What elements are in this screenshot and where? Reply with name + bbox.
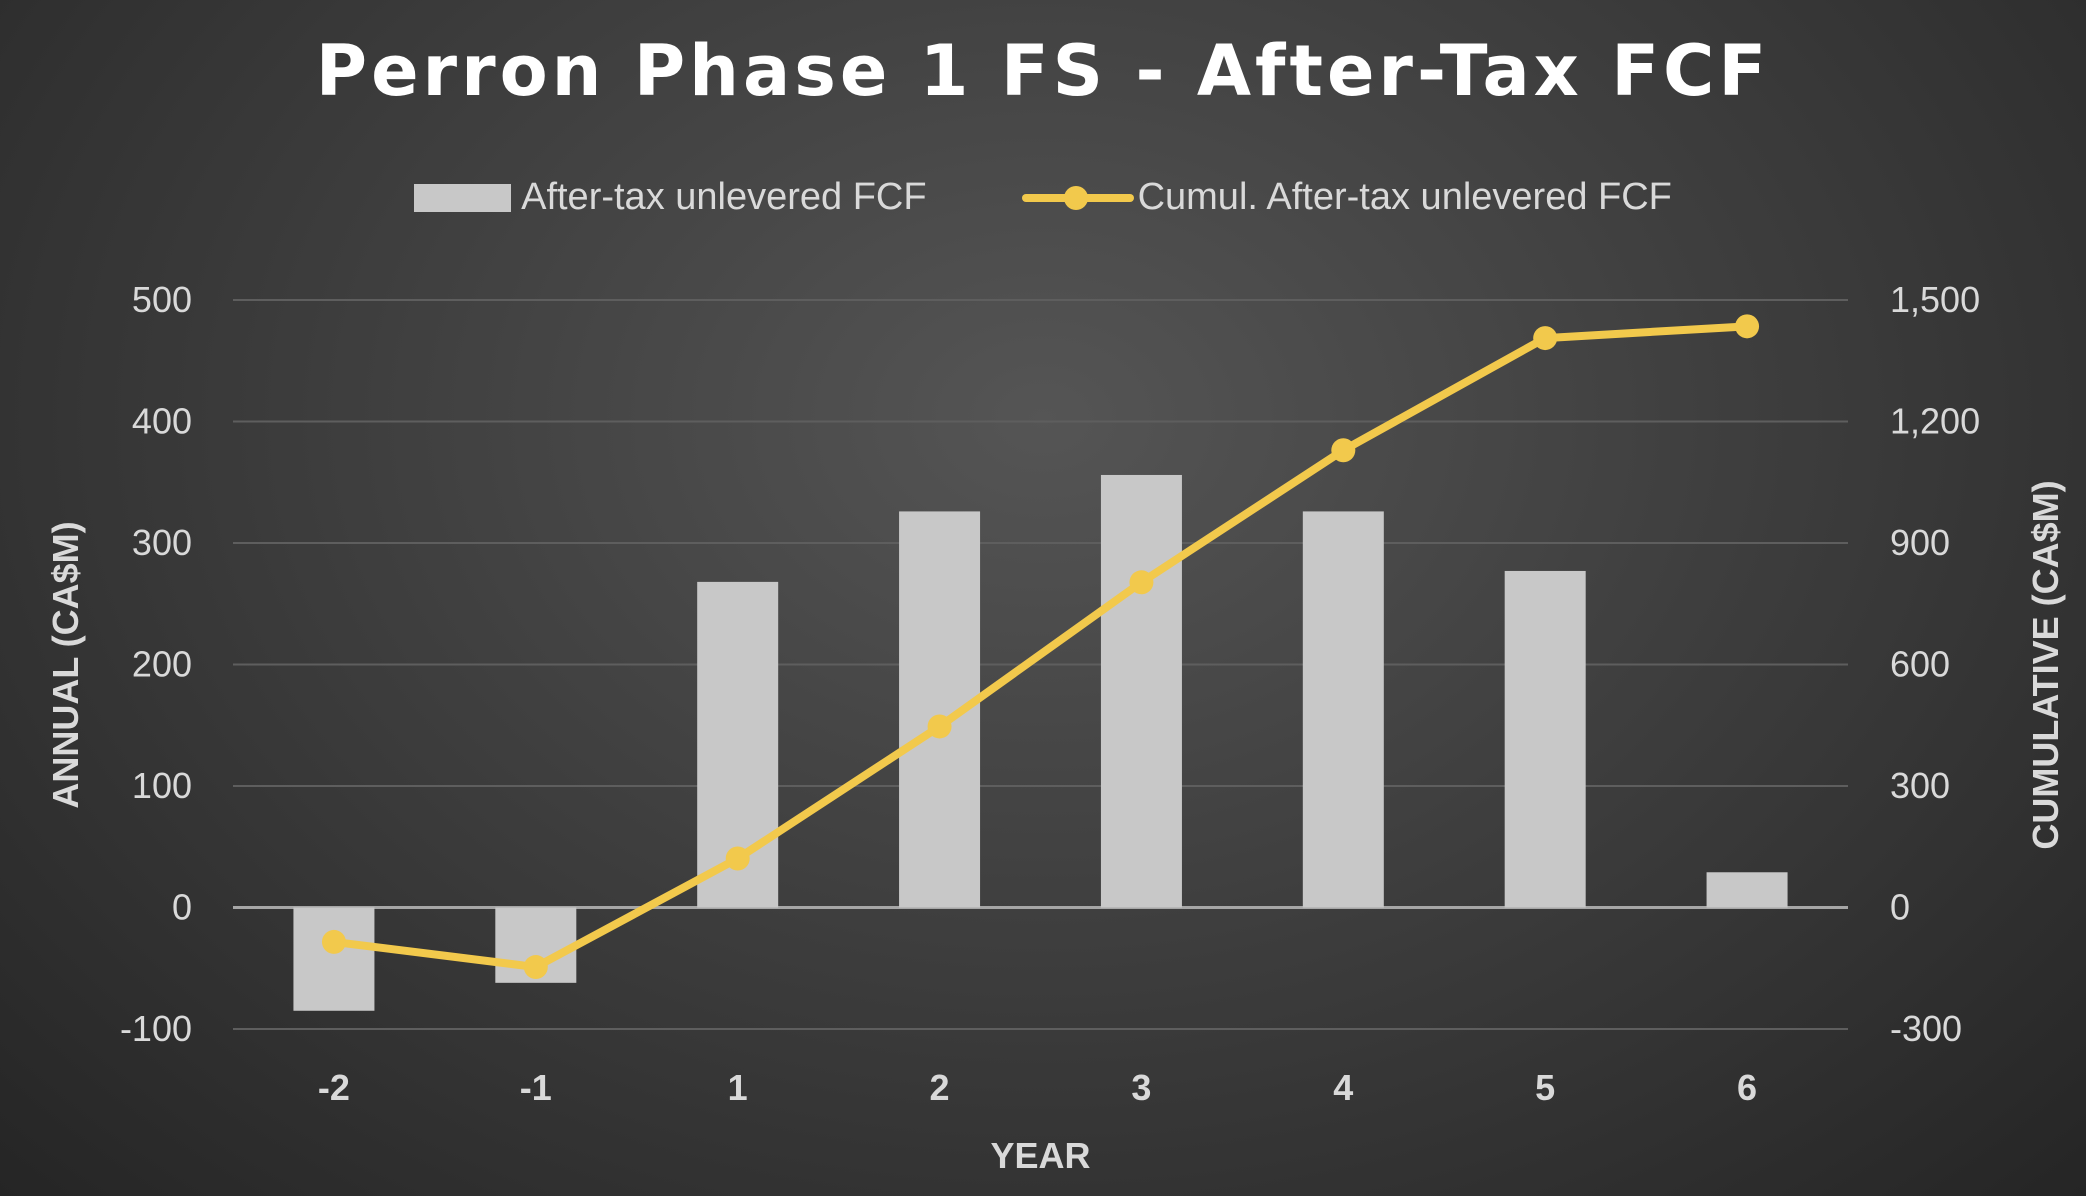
x-tick-label: 3 <box>1131 1067 1151 1108</box>
x-tick-label: -1 <box>520 1067 552 1108</box>
line-point <box>927 714 952 739</box>
x-tick-label: -2 <box>318 1067 350 1108</box>
y-tick-label: 500 <box>132 279 192 320</box>
legend-line-label: Cumul. After-tax unlevered FCF <box>1137 176 1672 218</box>
bar <box>1302 511 1384 908</box>
y2-tick-label: 600 <box>1890 644 1950 685</box>
y-tick-label: 300 <box>132 522 192 563</box>
bar <box>1100 474 1182 908</box>
legend-bar-swatch <box>414 183 512 212</box>
x-axis-title: YEAR <box>990 1135 1090 1176</box>
line-point <box>1735 314 1760 339</box>
legend-item-bar-series: After-tax unlevered FCF <box>414 176 927 219</box>
y2-tick-label: -300 <box>1890 1008 1962 1049</box>
chart-title: Perron Phase 1 FS - After-Tax FCF <box>315 30 1771 112</box>
legend-line-marker <box>1063 185 1088 210</box>
legend-item-line-series: Cumul. After-tax unlevered FCF <box>1021 176 1672 219</box>
line-point <box>1331 438 1356 463</box>
y2-axis-title: CUMULATIVE (CA$M) <box>2025 480 2066 849</box>
y-tick-label: 400 <box>132 401 192 442</box>
x-tick-label: 1 <box>728 1067 748 1108</box>
y-axis-title: ANNUAL (CA$M) <box>45 521 86 808</box>
y2-tick-label: 900 <box>1890 522 1950 563</box>
y-tick-label: 0 <box>172 887 192 928</box>
y2-tick-label: 1,200 <box>1890 401 1980 442</box>
bar <box>293 907 375 1011</box>
y-tick-label: 200 <box>132 644 192 685</box>
legend-line-swatch <box>1021 183 1134 213</box>
line-point <box>1129 570 1154 595</box>
x-tick-label: 2 <box>930 1067 950 1108</box>
line-point <box>321 929 346 954</box>
x-tick-label: 6 <box>1737 1067 1757 1108</box>
y-tick-label: 100 <box>132 765 192 806</box>
line-point <box>1533 326 1558 351</box>
y2-tick-label: 1,500 <box>1890 279 1980 320</box>
x-tick-label: 5 <box>1535 1067 1555 1108</box>
bar <box>1706 872 1788 908</box>
cumulative-line <box>329 322 1752 972</box>
bar <box>1504 570 1586 908</box>
legend: After-tax unlevered FCF Cumul. After-tax… <box>0 176 2086 219</box>
y-tick-label: -100 <box>120 1008 192 1049</box>
legend-bar-label: After-tax unlevered FCF <box>521 176 927 218</box>
x-tick-label: 4 <box>1333 1067 1353 1108</box>
line-point <box>523 955 548 980</box>
line-point <box>725 846 750 871</box>
y2-tick-label: 300 <box>1890 765 1950 806</box>
y2-tick-label: 0 <box>1890 887 1910 928</box>
